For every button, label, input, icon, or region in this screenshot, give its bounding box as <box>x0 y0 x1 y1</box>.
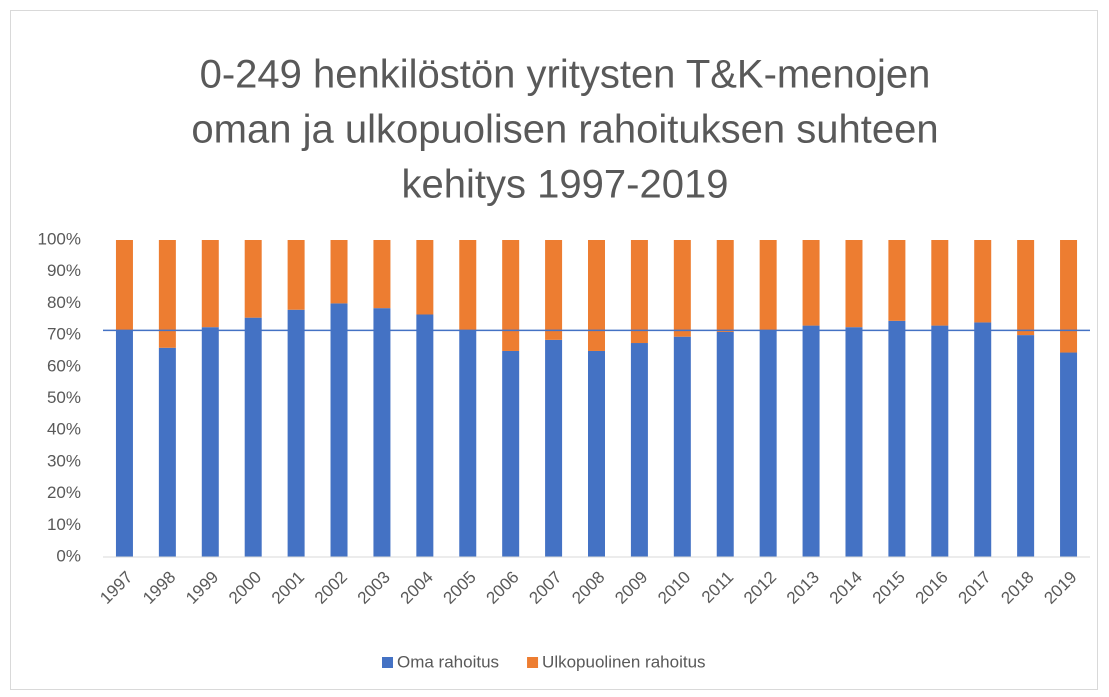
bar-segment <box>588 350 605 557</box>
bar-segment <box>115 330 133 557</box>
legend-label: Ulkopuolinen rahoitus <box>542 652 706 671</box>
bar-segment <box>974 240 992 323</box>
y-tick-label: 50% <box>47 388 81 407</box>
bar-segment <box>673 240 691 337</box>
legend-swatch <box>382 657 393 668</box>
y-tick-label: 20% <box>47 483 81 502</box>
bar-segment <box>373 240 391 309</box>
y-tick-label: 60% <box>47 356 81 375</box>
bar-segment <box>545 240 563 340</box>
chart-title: oman ja ulkopuolisen rahoituksen suhteen <box>191 108 938 152</box>
bar-segment <box>416 314 434 557</box>
bar-segment <box>330 240 348 304</box>
bar-segment <box>459 330 477 557</box>
bar-segment <box>416 240 434 315</box>
bar-segment <box>845 327 863 557</box>
legend-label: Oma rahoitus <box>397 652 499 671</box>
legend-swatch <box>527 657 539 668</box>
y-tick-label: 30% <box>47 451 81 470</box>
bar-segment <box>244 240 262 318</box>
bar-segment <box>673 336 691 557</box>
bar-segment <box>373 308 391 557</box>
bar-segment <box>888 320 906 557</box>
bar-segment <box>201 240 219 328</box>
bar-segment <box>888 240 906 321</box>
bar-segment <box>502 350 520 557</box>
bar-segment <box>1017 335 1035 557</box>
bar-segment <box>716 240 734 332</box>
bar-segment <box>630 240 648 344</box>
y-tick-label: 10% <box>47 515 81 534</box>
bar-segment <box>115 240 133 331</box>
chart-title: 0-249 henkilöstön yritysten T&K-menojen <box>200 53 931 97</box>
bar-segment <box>1017 240 1035 336</box>
bar-segment <box>931 325 949 557</box>
y-tick-label: 80% <box>47 293 81 312</box>
bar-segment <box>158 240 176 348</box>
bar-segment <box>201 327 219 557</box>
bar-segment <box>845 240 863 328</box>
chart-title: kehitys 1997-2019 <box>402 163 729 207</box>
bar-segment <box>759 240 777 331</box>
bar-segment <box>716 331 734 557</box>
bar-segment <box>330 303 348 557</box>
bar-segment <box>974 322 992 557</box>
y-tick-label: 40% <box>47 420 81 439</box>
bar-segment <box>545 339 563 557</box>
y-tick-label: 90% <box>47 261 81 280</box>
bar-segment <box>459 240 477 331</box>
y-tick-label: 100% <box>38 229 81 248</box>
bar-segment <box>287 240 305 310</box>
bar-segment <box>158 347 176 557</box>
y-tick-label: 70% <box>47 325 81 344</box>
bar-segment <box>244 317 262 557</box>
y-tick-label: 0% <box>56 546 81 565</box>
bar-segment <box>588 240 605 351</box>
bar-segment <box>802 325 820 557</box>
bar-segment <box>630 343 648 557</box>
bar-segment <box>502 240 520 351</box>
bar-segment <box>759 330 777 557</box>
bar-segment <box>931 240 949 326</box>
bar-segment <box>287 309 305 557</box>
bar-segment <box>802 240 820 326</box>
bar-segment <box>1060 240 1078 353</box>
bar-segment <box>1060 352 1078 557</box>
